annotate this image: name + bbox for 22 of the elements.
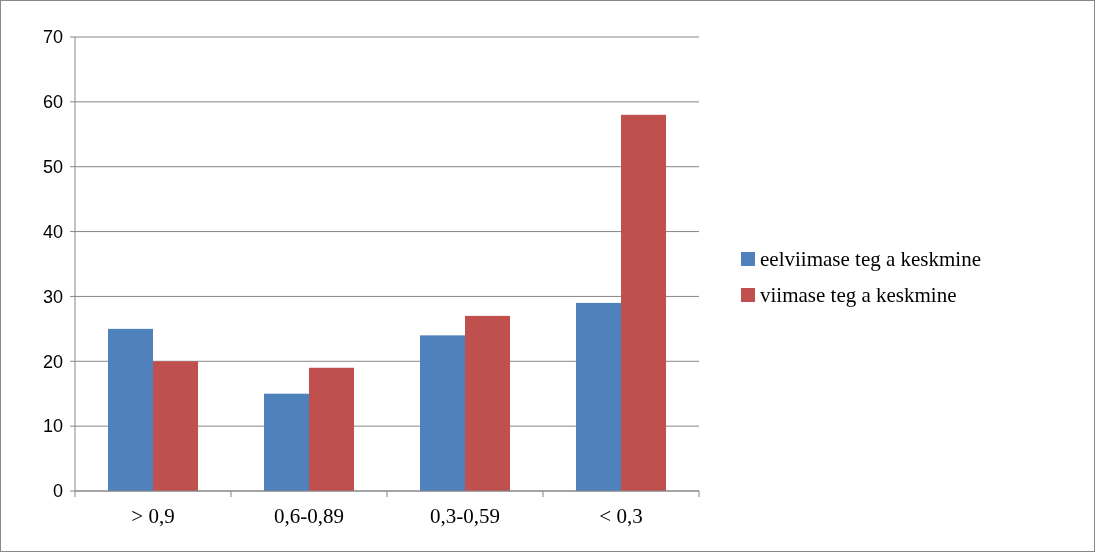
bar	[107, 328, 153, 491]
bar	[465, 315, 511, 491]
bar	[263, 393, 309, 491]
legend-label: eelviimase teg a keskmine	[760, 247, 982, 272]
y-tick-label: 30	[42, 286, 63, 307]
y-tick-label: 40	[42, 221, 63, 242]
y-tick-label: 0	[52, 481, 63, 502]
bar	[309, 367, 355, 491]
y-tick-label: 60	[42, 92, 63, 113]
bar	[419, 335, 465, 491]
x-tick-label: < 0,3	[599, 504, 643, 528]
x-tick-label: > 0,9	[131, 504, 175, 528]
legend-label: viimase teg a keskmine	[760, 283, 957, 308]
y-tick-label: 70	[42, 27, 63, 48]
y-tick-label: 20	[42, 351, 63, 372]
y-tick-label: 10	[42, 416, 63, 437]
bar	[621, 114, 667, 491]
bar	[153, 361, 199, 491]
bar	[575, 302, 621, 491]
x-tick-label: 0,6-0,89	[274, 504, 344, 528]
y-tick-label: 50	[42, 157, 63, 178]
x-tick-label: 0,3-0,59	[430, 504, 500, 528]
